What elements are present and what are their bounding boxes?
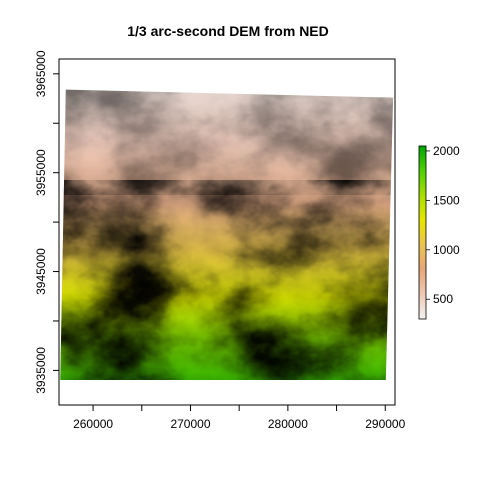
colorbar-ticks: 500 1000 1500 2000 [426, 144, 460, 306]
colorbar-tick-label: 2000 [433, 144, 460, 158]
terrain-low [60, 89, 394, 195]
chart-title: 1/3 arc-second DEM from NED [127, 23, 329, 39]
x-axis: 260000 270000 280000 290000 [73, 405, 406, 431]
raster [60, 89, 394, 380]
colorbar-fill [418, 145, 427, 320]
x-tick-label: 260000 [73, 417, 113, 431]
y-tick-label: 3965000 [34, 50, 48, 97]
x-tick-label: 270000 [170, 417, 210, 431]
y-tick-label: 3945000 [34, 248, 48, 295]
colorbar-tick-label: 1500 [433, 193, 460, 207]
y-tick-label: 3935000 [34, 347, 48, 394]
plot-frame [58, 58, 396, 406]
y-axis: 3935000 3945000 3955000 3965000 [34, 50, 59, 394]
y-tick-label: 3955000 [34, 149, 48, 196]
x-tick-label: 290000 [365, 417, 405, 431]
raster-terrain [60, 89, 394, 380]
colorbar: 500 1000 1500 2000 [418, 144, 460, 320]
x-tick-label: 280000 [268, 417, 308, 431]
colorbar-tick-label: 1000 [433, 243, 460, 257]
colorbar-tick-label: 500 [433, 292, 453, 306]
terrain-high [60, 180, 394, 380]
